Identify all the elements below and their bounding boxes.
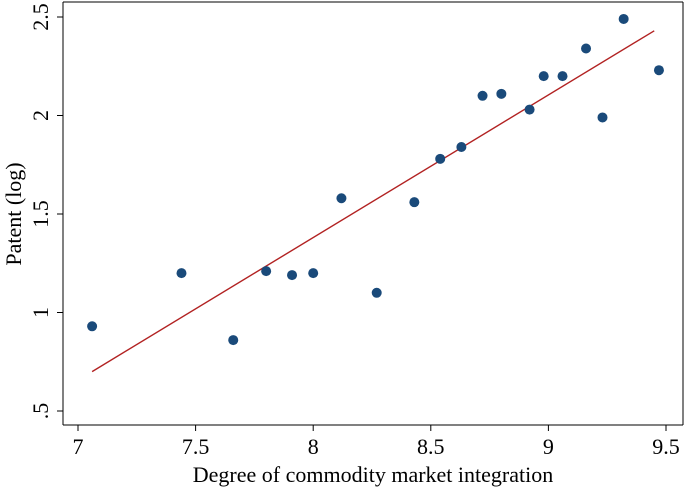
x-tick-label: 7.5 [182,434,210,459]
plot-frame [62,1,684,426]
y-axis-title: Patent (log) [1,162,26,265]
data-points-layer [87,13,664,346]
y-tick-label: 2.5 [28,3,53,31]
data-point [618,13,629,24]
y-tick-label: 1 [28,307,53,318]
data-point [477,90,488,101]
data-point [371,287,382,298]
data-point [308,268,319,279]
data-point [456,142,467,153]
x-tick-label: 8 [308,434,319,459]
y-tick-label: .5 [28,403,53,420]
x-tick-label: 9 [543,434,554,459]
data-point [409,197,420,208]
x-axis-title: Degree of commodity market integration [193,462,553,487]
data-point [597,112,608,123]
data-point [228,335,239,346]
data-point [176,268,187,279]
fitted-line [91,30,655,373]
x-tick-label: 7 [73,434,84,459]
x-axis-ticks: 7 7.5 8 8.5 9 9.5 [73,425,680,459]
data-point [557,71,568,82]
fit-line-layer [91,30,655,373]
data-point [287,270,298,281]
data-point [496,88,507,99]
data-point [538,71,549,82]
data-point [87,321,98,332]
data-point [581,43,592,54]
y-tick-label: 2 [28,110,53,121]
x-tick-label: 9.5 [652,434,680,459]
data-point [435,153,446,164]
data-point [261,266,272,277]
y-tick-label: 1.5 [28,200,53,228]
y-axis-ticks: .5 1 1.5 2 2.5 [28,3,63,419]
data-point [524,104,535,115]
data-point [653,65,664,76]
x-tick-label: 8.5 [417,434,445,459]
data-point [336,193,347,204]
